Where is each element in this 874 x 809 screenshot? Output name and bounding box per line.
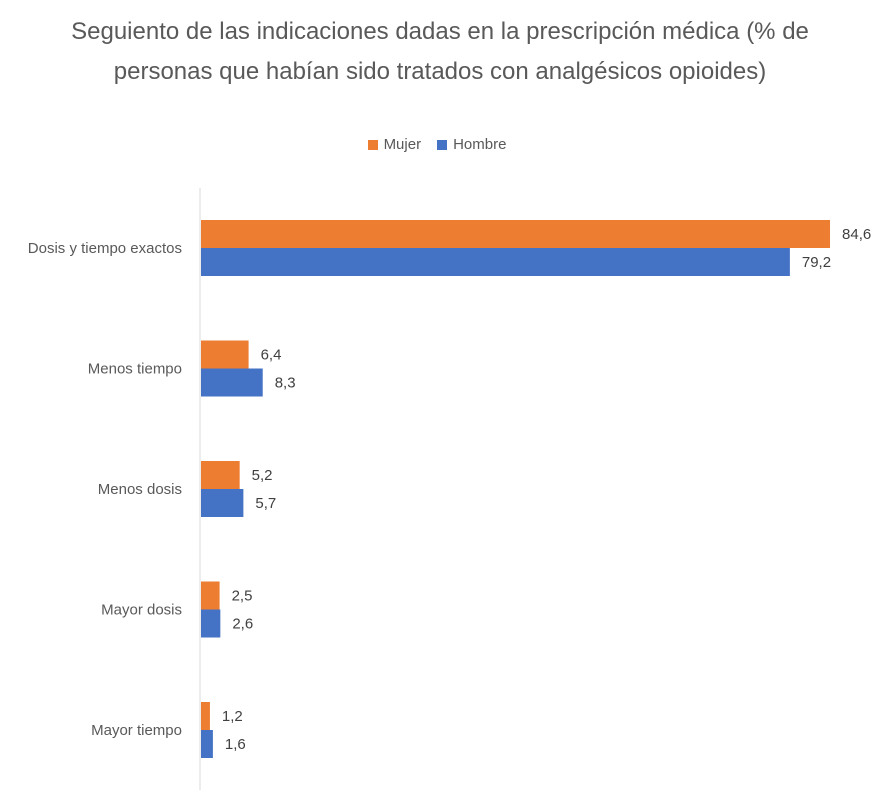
bar-hombre <box>201 730 213 758</box>
legend-item-mujer: Mujer <box>367 136 422 153</box>
bar-mujer <box>201 702 210 730</box>
data-label: 5,7 <box>255 495 276 512</box>
data-label: 84,6 <box>842 226 871 243</box>
bar-hombre <box>201 609 221 638</box>
bar-hombre <box>201 489 244 517</box>
legend-label-hombre: Hombre <box>453 136 507 153</box>
data-label: 79,2 <box>802 254 831 271</box>
legend-item-hombre: Hombre <box>437 136 506 153</box>
data-label: 8,3 <box>275 375 296 392</box>
data-label: 5,2 <box>252 467 273 484</box>
bar-hombre <box>201 368 263 397</box>
data-label: 6,4 <box>261 347 282 364</box>
legend-swatch-hombre <box>437 139 448 150</box>
bar-hombre <box>201 248 790 276</box>
data-label: 1,2 <box>222 708 243 725</box>
legend-label-mujer: Mujer <box>383 136 422 153</box>
chart-title: Seguiento de las indicaciones dadas en l… <box>71 18 809 85</box>
category-label: Mayor tiempo <box>91 722 182 739</box>
bar-mujer <box>201 340 249 369</box>
data-label: 2,5 <box>232 588 253 605</box>
data-label: 2,6 <box>232 616 253 633</box>
legend-swatch-mujer <box>367 139 378 150</box>
category-label: Menos tiempo <box>88 361 182 378</box>
category-label: Mayor dosis <box>101 602 182 619</box>
bar-mujer <box>201 461 240 489</box>
legend: Mujer Hombre <box>0 136 874 153</box>
bar-mujer <box>201 581 220 610</box>
bar-mujer <box>201 220 831 248</box>
category-label: Dosis y tiempo exactos <box>28 240 182 257</box>
data-label: 1,6 <box>225 736 246 753</box>
category-label: Menos dosis <box>98 481 182 498</box>
